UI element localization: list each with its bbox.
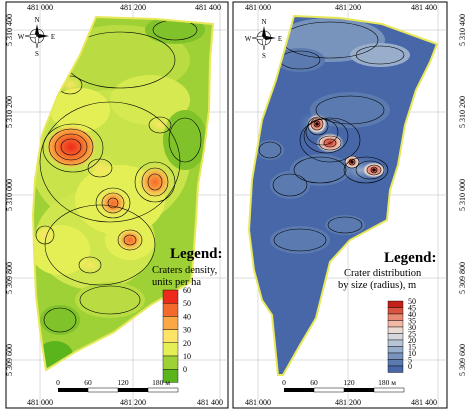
right-scale-bar: 0 60 120 180 м [282, 378, 405, 393]
left-side-coord-3: 5 310 000 [5, 179, 14, 211]
legend-value-right-0: 50 [408, 297, 416, 306]
right-side-coord-4: 5 309 800 [458, 262, 467, 294]
left-top-coord-3: 481 400 [195, 3, 221, 12]
left-legend-scale: 60 50 40 30 20 10 0 [162, 286, 191, 383]
legend-value-left-1: 50 [183, 299, 191, 308]
right-compass-icon: N S E W [245, 18, 282, 60]
right-scale-label-2: 120 [343, 378, 355, 387]
right-map-panel: 481 000 481 200 481 400 481 000 481 200 … [232, 1, 467, 409]
legend-value-right-5: 25 [408, 330, 416, 339]
legend-swatch-left-1 [162, 303, 179, 317]
right-scale-label-1: 60 [310, 378, 318, 387]
legend-swatch-right-8 [387, 352, 404, 360]
left-side-coord-5: 5 309 600 [5, 344, 14, 376]
legend-value-right-8: 10 [408, 349, 416, 358]
legend-swatch-right-4 [387, 326, 404, 334]
left-scale-label-2: 120 [117, 378, 129, 387]
left-compass-icon: N S E W [18, 16, 55, 58]
left-legend: Legend: Craters density, units per ha 60… [152, 246, 223, 383]
legend-swatch-right-3 [387, 320, 404, 328]
right-legend-title: Legend: [384, 250, 437, 266]
right-side-coord-3: 5 310 000 [458, 179, 467, 211]
legend-swatch-right-5 [387, 333, 404, 341]
left-scale-label-3: 180 м [152, 378, 170, 387]
legend-value-right-4: 30 [408, 323, 416, 332]
legend-swatch-left-2 [162, 316, 179, 330]
legend-value-right-6: 20 [408, 336, 416, 345]
right-top-coord-2: 481 200 [335, 3, 361, 12]
legend-value-left-4: 20 [183, 339, 191, 348]
left-map-panel: 481 000 481 200 481 400 481 000 481 200 … [5, 1, 229, 409]
right-side-coord-2: 5 310 200 [458, 96, 467, 128]
right-legend-subtitle-2: by size (radius), m [338, 280, 416, 291]
right-legend-subtitle-1: Crater distribution [344, 268, 422, 279]
legend-swatch-left-5 [162, 355, 179, 370]
legend-swatch-right-2 [387, 313, 404, 321]
legend-value-right-7: 15 [408, 343, 416, 352]
legend-value-right-1: 45 [408, 304, 416, 313]
legend-value-right-10: 0 [408, 362, 412, 371]
right-top-coord-3: 481 400 [411, 3, 437, 12]
legend-swatch-right-0 [387, 300, 404, 308]
left-compass-w: W [18, 33, 25, 41]
legend-value-right-2: 40 [408, 310, 416, 319]
legend-value-left-0: 60 [183, 286, 191, 295]
legend-value-left-3: 30 [183, 326, 191, 335]
right-bottom-coords: 481 000 481 200 481 400 [245, 398, 437, 407]
right-compass-w: W [245, 35, 252, 43]
left-legend-subtitle-2: units per ha [152, 277, 201, 288]
right-legend: Legend: Crater distribution by size (rad… [338, 250, 437, 373]
right-scale-label-0: 0 [282, 378, 286, 387]
right-compass-n: N [261, 18, 266, 26]
legend-value-right-9: 5 [408, 356, 412, 365]
left-bottom-coords: 481 000 481 200 481 400 [27, 398, 223, 407]
left-top-coords: 481 000 481 200 481 400 [27, 3, 221, 12]
left-compass-e: E [51, 33, 55, 41]
right-bottom-coord-3: 481 400 [411, 398, 437, 407]
left-side-coord-4: 5 309 800 [5, 262, 14, 294]
right-side-coord-5: 5 309 600 [458, 344, 467, 376]
right-side-coord-1: 5 310 400 [458, 14, 467, 46]
right-compass-e: E [278, 35, 282, 43]
left-scale-label-1: 60 [84, 378, 92, 387]
legend-swatch-right-9 [387, 359, 404, 367]
left-legend-title: Legend: [170, 246, 223, 262]
left-bottom-coord-1: 481 000 [27, 398, 53, 407]
legend-swatch-right-10 [387, 365, 404, 373]
right-bottom-coord-2: 481 200 [335, 398, 361, 407]
right-scale-label-3: 180 м [378, 378, 396, 387]
left-compass-n: N [34, 16, 39, 24]
left-top-coord-1: 481 000 [27, 3, 53, 12]
legend-value-left-2: 40 [183, 312, 191, 321]
left-side-coords: 5 310 400 5 310 200 5 310 000 5 309 800 … [5, 14, 14, 376]
left-scale-bar: 0 60 120 180 м [56, 378, 179, 393]
left-top-coord-2: 481 200 [120, 3, 146, 12]
left-compass-s: S [35, 50, 39, 58]
left-bottom-coord-3: 481 400 [197, 398, 223, 407]
legend-swatch-right-7 [387, 346, 404, 354]
right-compass-s: S [262, 52, 266, 60]
right-bottom-coord-1: 481 000 [245, 398, 271, 407]
legend-swatch-left-6 [162, 369, 179, 383]
legend-swatch-left-4 [162, 342, 179, 357]
right-top-coords: 481 000 481 200 481 400 [245, 3, 437, 12]
legend-value-left-5: 10 [183, 352, 191, 361]
left-bottom-coord-2: 481 200 [120, 398, 146, 407]
legend-swatch-left-0 [162, 289, 179, 304]
left-side-coord-1: 5 310 400 [5, 14, 14, 46]
right-top-coord-1: 481 000 [245, 3, 271, 12]
legend-value-right-3: 35 [408, 317, 416, 326]
right-side-coords: 5 310 400 5 310 200 5 310 000 5 309 800 … [458, 14, 467, 376]
left-legend-subtitle-1: Craters density, [152, 265, 217, 276]
legend-swatch-right-1 [387, 307, 404, 315]
legend-value-left-6: 0 [183, 365, 187, 374]
left-side-coord-2: 5 310 200 [5, 96, 14, 128]
left-scale-label-0: 0 [56, 378, 60, 387]
legend-swatch-right-6 [387, 339, 404, 347]
legend-swatch-left-3 [162, 329, 179, 344]
